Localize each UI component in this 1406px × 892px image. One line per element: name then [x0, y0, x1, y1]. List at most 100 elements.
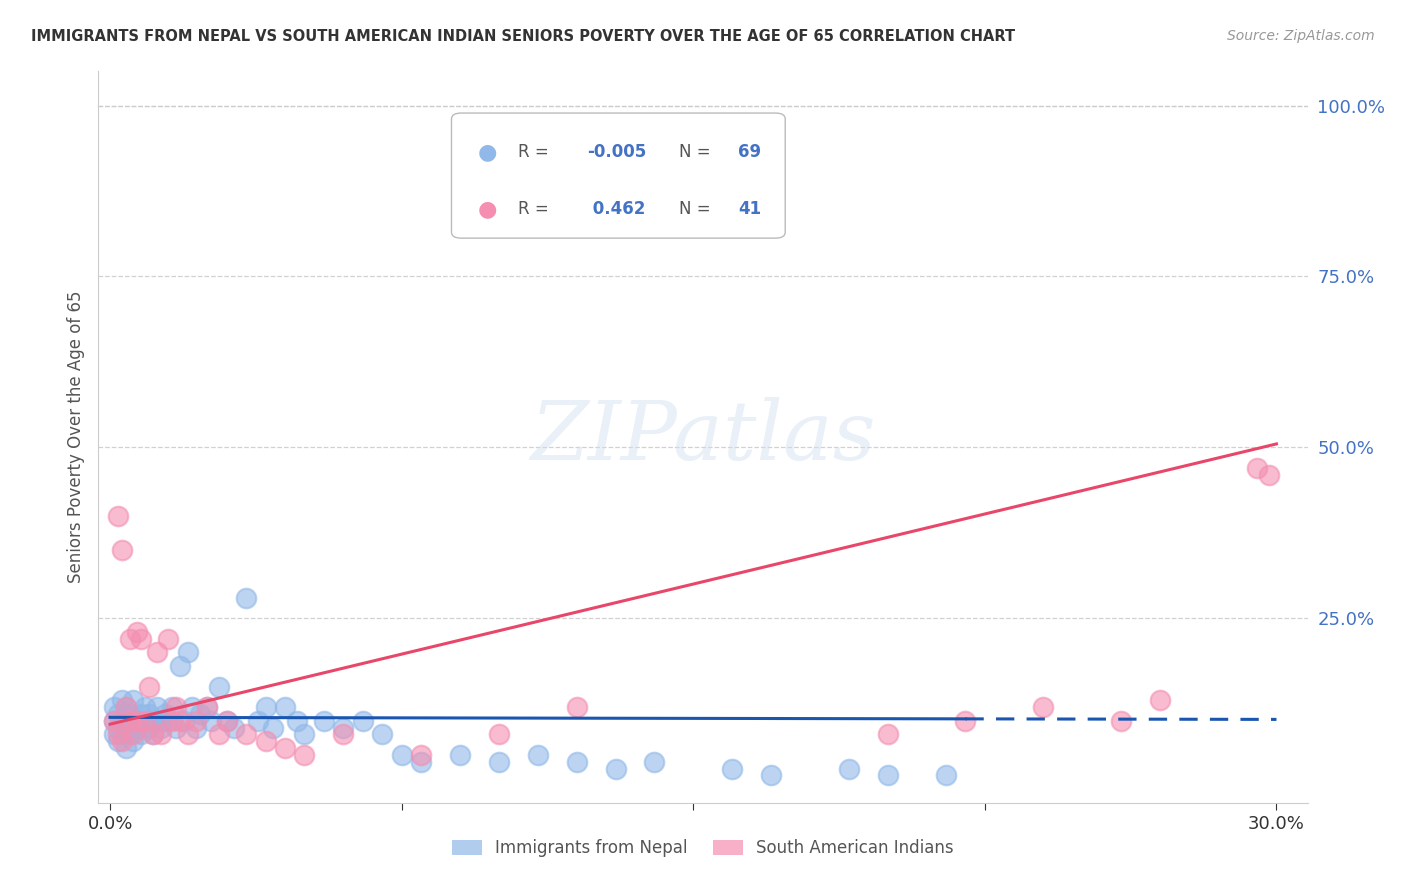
- Point: [162, 700, 184, 714]
- Point: [1149, 693, 1171, 707]
- Point: [149, 721, 172, 735]
- Point: [565, 700, 588, 714]
- Point: [169, 714, 191, 728]
- Point: [352, 714, 374, 728]
- Text: 41: 41: [738, 200, 761, 218]
- Point: [169, 659, 191, 673]
- Point: [935, 768, 957, 782]
- Point: [605, 762, 627, 776]
- Text: N =: N =: [679, 200, 716, 218]
- Point: [134, 714, 156, 728]
- Point: [127, 714, 149, 728]
- Point: [838, 762, 860, 776]
- Point: [391, 747, 413, 762]
- Point: [138, 706, 160, 721]
- Point: [111, 734, 134, 748]
- Point: [118, 632, 141, 646]
- Point: [1257, 467, 1279, 482]
- Point: [118, 721, 141, 735]
- Point: [118, 727, 141, 741]
- Text: 69: 69: [738, 143, 761, 161]
- Text: 0.462: 0.462: [586, 200, 645, 218]
- Point: [157, 714, 180, 728]
- Point: [134, 700, 156, 714]
- Point: [134, 714, 156, 728]
- Point: [107, 706, 129, 721]
- Point: [122, 734, 145, 748]
- Point: [195, 700, 218, 714]
- Point: [1246, 460, 1268, 475]
- Point: [285, 714, 308, 728]
- FancyBboxPatch shape: [451, 113, 785, 238]
- Point: [103, 714, 125, 728]
- Point: [145, 700, 167, 714]
- Point: [721, 762, 744, 776]
- Point: [173, 714, 195, 728]
- Text: R =: R =: [517, 143, 554, 161]
- Point: [162, 714, 184, 728]
- Point: [153, 706, 176, 721]
- Point: [149, 714, 172, 728]
- Point: [129, 632, 152, 646]
- Point: [332, 721, 354, 735]
- Point: [127, 721, 149, 735]
- Text: -0.005: -0.005: [586, 143, 647, 161]
- Point: [165, 721, 187, 735]
- Point: [235, 591, 257, 605]
- Point: [129, 727, 152, 741]
- Point: [449, 747, 471, 762]
- Point: [643, 755, 665, 769]
- Point: [142, 727, 165, 741]
- Text: Source: ZipAtlas.com: Source: ZipAtlas.com: [1227, 29, 1375, 43]
- Legend: Immigrants from Nepal, South American Indians: Immigrants from Nepal, South American In…: [446, 832, 960, 864]
- Point: [371, 727, 394, 741]
- Point: [294, 747, 316, 762]
- Point: [195, 700, 218, 714]
- Point: [111, 727, 134, 741]
- Point: [118, 706, 141, 721]
- Point: [312, 714, 335, 728]
- Point: [188, 706, 211, 721]
- Point: [127, 714, 149, 728]
- Y-axis label: Seniors Poverty Over the Age of 65: Seniors Poverty Over the Age of 65: [66, 291, 84, 583]
- Point: [114, 700, 136, 714]
- Point: [208, 727, 231, 741]
- Point: [114, 700, 136, 714]
- Point: [107, 508, 129, 523]
- Point: [955, 714, 977, 728]
- Text: ZIPatlas: ZIPatlas: [530, 397, 876, 477]
- Point: [215, 714, 238, 728]
- Point: [254, 734, 277, 748]
- Point: [235, 727, 257, 741]
- Point: [111, 693, 134, 707]
- Point: [876, 768, 898, 782]
- Point: [224, 721, 246, 735]
- Text: ●: ●: [478, 199, 498, 219]
- Point: [876, 727, 898, 741]
- Point: [177, 645, 200, 659]
- Point: [122, 693, 145, 707]
- Point: [215, 714, 238, 728]
- Point: [103, 727, 125, 741]
- Point: [138, 721, 160, 735]
- Point: [142, 714, 165, 728]
- Point: [200, 714, 222, 728]
- Point: [138, 680, 160, 694]
- Text: R =: R =: [517, 200, 554, 218]
- Point: [103, 714, 125, 728]
- Point: [157, 632, 180, 646]
- Point: [526, 747, 548, 762]
- Point: [262, 721, 284, 735]
- Point: [1032, 700, 1054, 714]
- Point: [1109, 714, 1132, 728]
- Point: [114, 714, 136, 728]
- Point: [565, 755, 588, 769]
- Point: [145, 645, 167, 659]
- Text: IMMIGRANTS FROM NEPAL VS SOUTH AMERICAN INDIAN SENIORS POVERTY OVER THE AGE OF 6: IMMIGRANTS FROM NEPAL VS SOUTH AMERICAN …: [31, 29, 1015, 44]
- Point: [118, 714, 141, 728]
- Point: [274, 700, 297, 714]
- Point: [122, 727, 145, 741]
- Point: [177, 727, 200, 741]
- Point: [332, 727, 354, 741]
- Point: [254, 700, 277, 714]
